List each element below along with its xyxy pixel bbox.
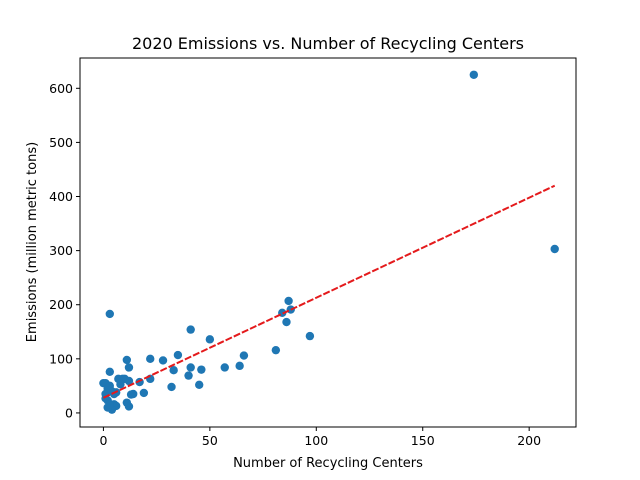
data-point-6 (282, 317, 291, 327)
y-axis-label: Emissions (million metric tons) (25, 142, 40, 342)
data-point-53 (105, 400, 115, 409)
data-point-27 (126, 390, 136, 399)
data-point-36 (124, 402, 134, 411)
data-point-39 (105, 367, 115, 377)
data-point-18 (195, 380, 204, 389)
data-point-14 (173, 350, 183, 360)
data-point-1 (550, 244, 559, 254)
data-point-3 (284, 296, 293, 306)
data-point-7 (305, 331, 315, 341)
data-point-11 (239, 351, 249, 360)
data-point-8 (271, 345, 281, 355)
data-point-9 (186, 325, 195, 334)
data-point-16 (197, 365, 206, 374)
y-tick-label-2: 200 (49, 297, 73, 312)
x-axis-label: Number of Recycling Centers (233, 456, 423, 471)
x-tick-label-4: 200 (517, 433, 541, 448)
data-point-22 (146, 354, 155, 364)
x-tick-label-1: 50 (202, 433, 218, 448)
data-point-24 (139, 388, 149, 398)
data-point-0 (469, 70, 479, 79)
y-tick-label-0: 0 (65, 405, 73, 420)
y-tick-label-3: 300 (49, 243, 73, 258)
trend-line (102, 184, 556, 399)
data-point-2 (105, 309, 115, 319)
y-tick-label-6: 600 (49, 81, 73, 96)
plot-area (99, 70, 559, 414)
x-tick-label-2: 100 (304, 433, 328, 448)
data-point-10 (205, 335, 215, 344)
chart-title: 2020 Emissions vs. Number of Recycling C… (132, 34, 524, 53)
data-point-19 (167, 382, 176, 392)
y-tick-label-5: 500 (49, 135, 73, 150)
x-tick-label-0: 0 (99, 433, 107, 448)
plot-frame (79, 57, 577, 428)
y-tick-label-4: 400 (49, 189, 73, 204)
axis-ticks: 0 50 100 150 200 0 100 200 300 400 500 600 (49, 81, 541, 448)
data-point-15 (186, 363, 195, 372)
data-point-34 (114, 374, 123, 384)
data-point-20 (169, 365, 178, 375)
y-tick-label-1: 100 (49, 351, 73, 366)
data-point-28 (124, 363, 134, 372)
data-point-29 (122, 355, 132, 365)
data-point-12 (235, 361, 244, 371)
x-tick-label-3: 150 (411, 433, 435, 448)
data-point-21 (158, 356, 168, 365)
data-point-17 (184, 371, 193, 380)
data-point-13 (220, 363, 229, 372)
